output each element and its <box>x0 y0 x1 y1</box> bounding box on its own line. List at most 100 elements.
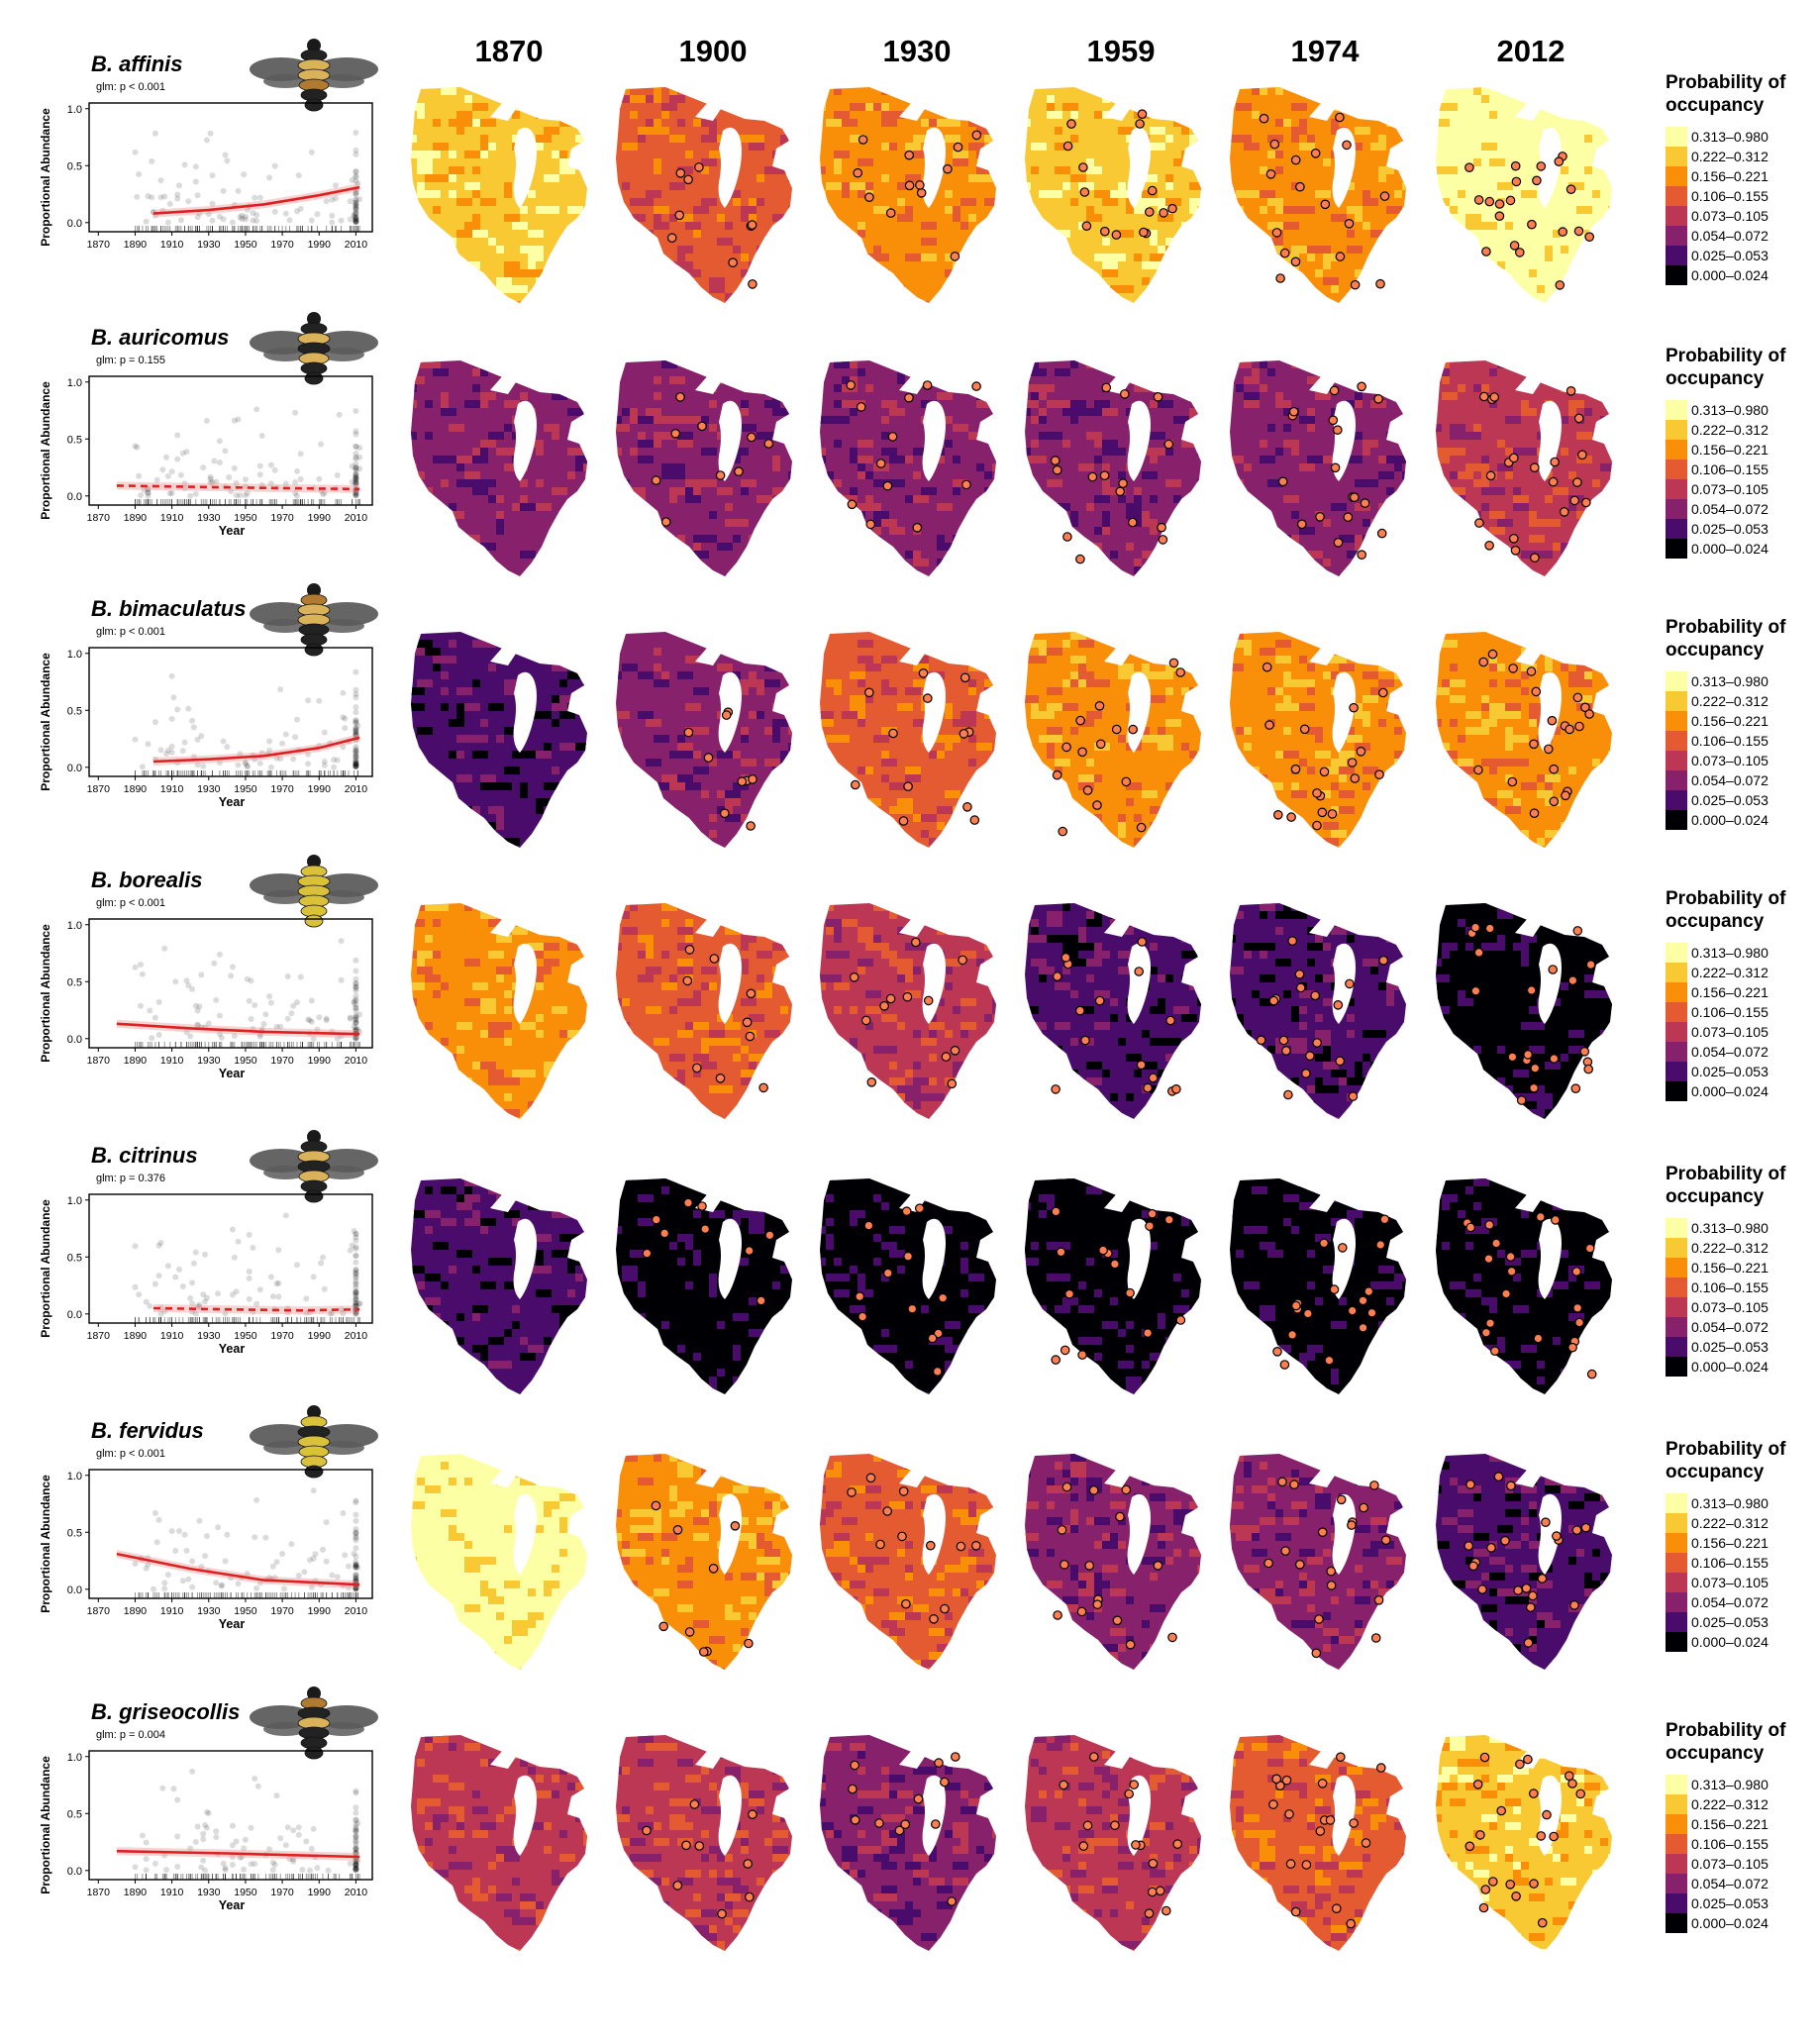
map-cell <box>1402 182 1406 190</box>
map-cell <box>780 408 792 416</box>
occurrence-point <box>1078 162 1088 172</box>
map-cell <box>544 1101 559 1109</box>
map-cell <box>661 774 677 782</box>
map-cell <box>788 119 792 127</box>
map-cell <box>820 416 834 424</box>
map-cell <box>1230 456 1236 463</box>
map-cell <box>1039 384 1055 392</box>
map-cell <box>968 519 976 527</box>
map-cell <box>449 174 456 182</box>
map-cell <box>834 151 850 158</box>
map-cell <box>1489 368 1497 376</box>
map-cell <box>1458 238 1465 246</box>
map-cell <box>1291 782 1299 790</box>
map-cell <box>1315 935 1323 943</box>
map-cell <box>826 679 842 687</box>
observation-point <box>353 464 359 471</box>
map-cell <box>1561 822 1576 830</box>
map-cell <box>945 135 960 143</box>
map-cell <box>1047 103 1055 111</box>
map-cell <box>788 293 792 301</box>
map-cell <box>1142 664 1150 671</box>
legend-title-line2: occupancy <box>1666 640 1765 661</box>
map-cell <box>520 503 536 511</box>
occurrence-point <box>1099 470 1110 480</box>
map-cell <box>1458 384 1465 392</box>
map-cell <box>1236 456 1244 463</box>
map-cell <box>953 846 960 848</box>
map-cell <box>472 230 488 238</box>
map-cell <box>881 111 897 119</box>
map-cell <box>654 679 669 687</box>
map-cell <box>1055 1117 1070 1119</box>
map-cell <box>1458 238 1473 246</box>
map-cell <box>1230 830 1244 838</box>
map-cell <box>1252 511 1260 519</box>
map-cell <box>1118 967 1134 974</box>
map-cell <box>1031 511 1047 519</box>
map-cell <box>401 143 409 151</box>
map-cell <box>1134 566 1150 574</box>
occurrence-point <box>666 233 677 243</box>
occurrence-point <box>1572 926 1583 936</box>
lake <box>695 646 742 753</box>
map-cell <box>1158 277 1173 285</box>
map-cell <box>757 384 772 392</box>
legend-swatch <box>1666 440 1687 460</box>
occurrence-point <box>1544 744 1554 755</box>
legend-label: 0.073–0.105 <box>1691 481 1768 497</box>
map-cell <box>889 527 905 535</box>
map-cell <box>1086 574 1102 576</box>
map-cell <box>873 895 881 903</box>
map-cell <box>820 535 826 543</box>
observation-point <box>353 196 359 203</box>
observation-point <box>233 492 240 499</box>
occurrence-point <box>1507 1052 1518 1063</box>
map-cell <box>1394 456 1406 463</box>
observation-point <box>353 1299 359 1306</box>
observation-point <box>353 201 359 208</box>
map-cell <box>984 679 992 687</box>
confidence-band <box>116 1019 360 1039</box>
map-cell <box>757 687 764 695</box>
map-cell <box>669 95 685 103</box>
observation-point <box>159 466 166 473</box>
map-cell <box>1236 543 1244 551</box>
occupancy-map <box>1436 632 1612 848</box>
map-cell <box>685 87 701 95</box>
map-cell <box>725 574 733 576</box>
observation-point <box>351 213 357 220</box>
observation-point <box>149 157 155 164</box>
map-cell <box>1465 1077 1473 1085</box>
map-cell <box>1197 838 1201 846</box>
map-cell <box>433 230 441 238</box>
map-cell <box>1094 440 1102 448</box>
map-cell <box>496 1030 504 1038</box>
species-row: B. bimaculatus glm: p < 0.001 Proportional… <box>0 583 1818 887</box>
map-cell <box>834 440 842 448</box>
map-cell <box>1086 1101 1094 1109</box>
map-cell <box>661 111 669 119</box>
y-tick-label: 0.0 <box>67 1309 82 1321</box>
observation-point <box>353 203 359 209</box>
map-cell <box>616 1054 630 1062</box>
map-cell <box>1436 1077 1450 1085</box>
map-cell <box>1181 624 1189 632</box>
observation-point <box>353 691 359 697</box>
map-cell <box>1047 190 1062 198</box>
occurrence-point <box>1484 541 1494 551</box>
map-cell <box>1025 806 1039 814</box>
map-cell <box>1481 1085 1497 1093</box>
map-cell <box>741 87 749 95</box>
map-cell <box>1458 1046 1473 1054</box>
occurrence-point <box>1301 1069 1311 1078</box>
map-cell <box>1031 400 1039 408</box>
occurrence-point <box>1315 512 1325 522</box>
map-cell <box>480 151 488 158</box>
map-cell <box>1307 408 1315 416</box>
map-cell <box>1386 790 1394 798</box>
map-cell <box>425 1046 441 1054</box>
map-cell <box>820 711 826 719</box>
map-cell <box>1275 927 1283 935</box>
map-cell <box>749 135 764 143</box>
